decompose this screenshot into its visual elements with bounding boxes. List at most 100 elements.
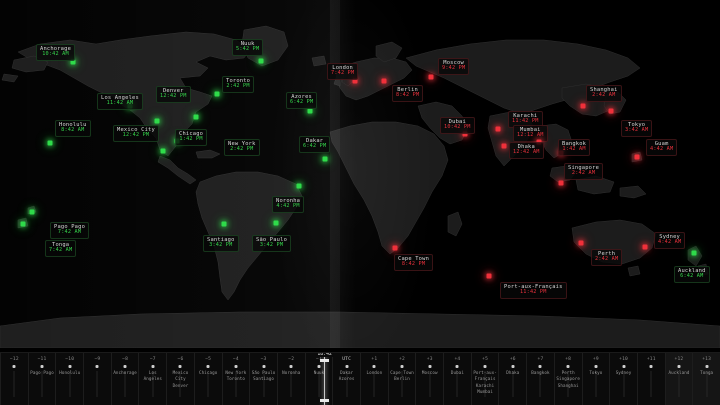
city-marker-dot[interactable] (495, 126, 501, 132)
timezone-column[interactable]: −2 Noronha (276, 353, 305, 405)
current-time-marker[interactable]: 18:42 (315, 353, 334, 405)
timezone-column[interactable]: −1 Nuuk (304, 353, 333, 405)
city-marker-dot[interactable] (20, 221, 26, 227)
timezone-column[interactable]: −10 Honolulu (55, 353, 83, 405)
city-marker-dot[interactable] (154, 118, 160, 124)
city-label[interactable]: Azores 6:42 PM (286, 92, 318, 109)
timezone-column[interactable]: −11 Pago Pago (27, 353, 56, 405)
city-label[interactable]: Pago Pago 7:42 AM (50, 222, 90, 239)
city-marker-dot[interactable] (558, 180, 564, 186)
city-label[interactable]: Tonga 7:42 AM (45, 240, 77, 257)
city-label[interactable]: Berlin 8:42 PM (392, 85, 424, 102)
timezone-offset-label: −1 (315, 357, 322, 362)
city-marker-dot[interactable] (352, 78, 358, 84)
city-marker-dot[interactable] (608, 108, 614, 114)
city-marker-dot[interactable] (160, 148, 166, 154)
city-label[interactable]: Honolulu 8:42 AM (55, 120, 91, 137)
city-label[interactable]: Sydney 4:42 AM (654, 232, 686, 249)
city-label[interactable]: Guam 4:42 AM (646, 139, 678, 156)
timezone-column[interactable]: +3 Moscow (415, 353, 443, 405)
city-label[interactable]: Auckland 6:42 AM (674, 266, 710, 283)
city-marker-dot[interactable] (392, 245, 398, 251)
city-label[interactable]: Dubai 10:42 PM (440, 117, 475, 134)
city-marker-dot[interactable] (70, 59, 76, 65)
city-marker-dot[interactable] (307, 108, 313, 114)
timezone-column[interactable]: +4 Dubai (443, 353, 471, 405)
city-marker-dot[interactable] (273, 220, 279, 226)
city-marker-dot[interactable] (580, 103, 586, 109)
city-marker-dot[interactable] (428, 74, 434, 80)
city-label[interactable]: Cape Town 8:42 PM (394, 254, 434, 271)
city-label[interactable]: Anchorage 10:42 AM (36, 44, 76, 61)
city-marker-dot[interactable] (47, 140, 53, 146)
timezone-column[interactable]: +9 Tokyo (581, 353, 610, 405)
city-label[interactable]: Bangkok 1:42 AM (558, 139, 591, 156)
city-label[interactable]: Dhaka 12:42 AM (509, 142, 544, 159)
city-label[interactable]: Karachi 11:42 PM (508, 111, 543, 128)
city-marker-dot[interactable] (642, 244, 648, 250)
city-label[interactable]: Port-aux-Français 11:42 PM (500, 282, 567, 299)
timezone-column[interactable]: +1 London (360, 353, 388, 405)
timezone-tick (484, 371, 486, 397)
timezone-column[interactable]: −6 Mexico City Denver (166, 353, 194, 405)
city-marker-dot[interactable] (214, 91, 220, 97)
timezone-timeline[interactable]: −12 −11 Pago Pago −10 Honolulu −9 −8 Anchorage −… (0, 352, 720, 405)
city-marker-dot[interactable] (221, 221, 227, 227)
city-marker-dot[interactable] (322, 156, 328, 162)
city-label[interactable]: Nuuk 5:42 PM (232, 39, 264, 56)
world-map[interactable]: Anchorage 10:42 AM Honolulu 8:42 AM Los Ange… (0, 0, 720, 348)
timezone-column[interactable]: +12 Auckland (664, 353, 693, 405)
timezone-offset-label: +2 (399, 357, 405, 362)
city-label[interactable]: London 7:42 PM (327, 63, 359, 80)
timezone-column[interactable]: −9 (83, 353, 111, 405)
city-label[interactable]: Noronha 4:42 PM (272, 196, 305, 213)
timezone-column[interactable]: −4 New York Toronto (221, 353, 250, 405)
city-marker-dot[interactable] (193, 114, 199, 120)
city-marker-dot[interactable] (634, 154, 640, 160)
city-marker-dot[interactable] (486, 273, 492, 279)
city-label[interactable]: Chicago 1:42 PM (175, 129, 208, 146)
timezone-column[interactable]: +7 Bangkok (526, 353, 554, 405)
city-label[interactable]: Denver 12:42 PM (156, 86, 191, 103)
timezone-column[interactable]: +6 Dhaka (498, 353, 526, 405)
city-label[interactable]: Singapore 2:42 AM (564, 163, 604, 180)
timezone-column[interactable]: +10 Sydney (609, 353, 637, 405)
timezone-offset-label: −8 (122, 357, 129, 362)
city-marker-dot[interactable] (578, 240, 584, 246)
city-marker-dot[interactable] (258, 58, 264, 64)
city-marker-dot[interactable] (501, 143, 507, 149)
timezone-column[interactable]: −7 Los Angeles (138, 353, 166, 405)
city-name: Berlin (397, 87, 418, 93)
timezone-column[interactable]: +8 Perth Singapore Shanghai (553, 353, 582, 405)
timezone-column[interactable]: +5 Port-aux-Français Karachi Mumbai (470, 353, 499, 405)
city-marker-dot[interactable] (691, 250, 697, 256)
city-marker-dot[interactable] (29, 209, 35, 215)
city-label[interactable]: Toronto 2:42 PM (222, 76, 255, 93)
timezone-column[interactable]: +2 Cape Town Berlin (387, 353, 416, 405)
timezone-city-list: Chicago (195, 370, 222, 376)
timezone-column[interactable]: −5 Chicago (193, 353, 222, 405)
city-label[interactable]: Mumbai 12:12 AM (513, 125, 548, 142)
city-label[interactable]: São Paulo 3:42 PM (252, 235, 292, 252)
timezone-column[interactable]: +13 Tonga (692, 353, 720, 405)
city-label[interactable]: Tokyo 3:42 AM (621, 120, 653, 137)
city-marker-dot[interactable] (296, 183, 302, 189)
city-label[interactable]: Moscow 9:42 PM (438, 58, 470, 75)
city-local-time: 8:42 AM (61, 127, 85, 134)
timezone-column[interactable]: UTC Dakar Azores (332, 353, 360, 405)
city-marker-dot[interactable] (462, 131, 468, 137)
timezone-column[interactable]: −3 São Paulo Santiago (249, 353, 277, 405)
city-marker-dot[interactable] (381, 78, 387, 84)
city-label[interactable]: Los Angeles 11:42 AM (97, 93, 143, 110)
city-label[interactable]: New York 2:42 PM (224, 139, 260, 156)
city-local-time: 12:42 PM (160, 93, 187, 100)
timezone-column[interactable]: +11 (636, 353, 665, 405)
city-label[interactable]: Shanghai 2:42 AM (586, 85, 622, 102)
city-label[interactable]: Santiago 3:42 PM (203, 235, 239, 252)
timezone-column[interactable]: −12 (0, 353, 28, 405)
timezone-column[interactable]: −8 Anchorage (110, 353, 139, 405)
city-label[interactable]: Dakar 6:42 PM (299, 136, 331, 153)
timezone-city-list: Pago Pago (29, 370, 56, 376)
city-label[interactable]: Mexico City 12:42 PM (113, 125, 159, 142)
city-label[interactable]: Perth 2:42 AM (591, 249, 623, 266)
